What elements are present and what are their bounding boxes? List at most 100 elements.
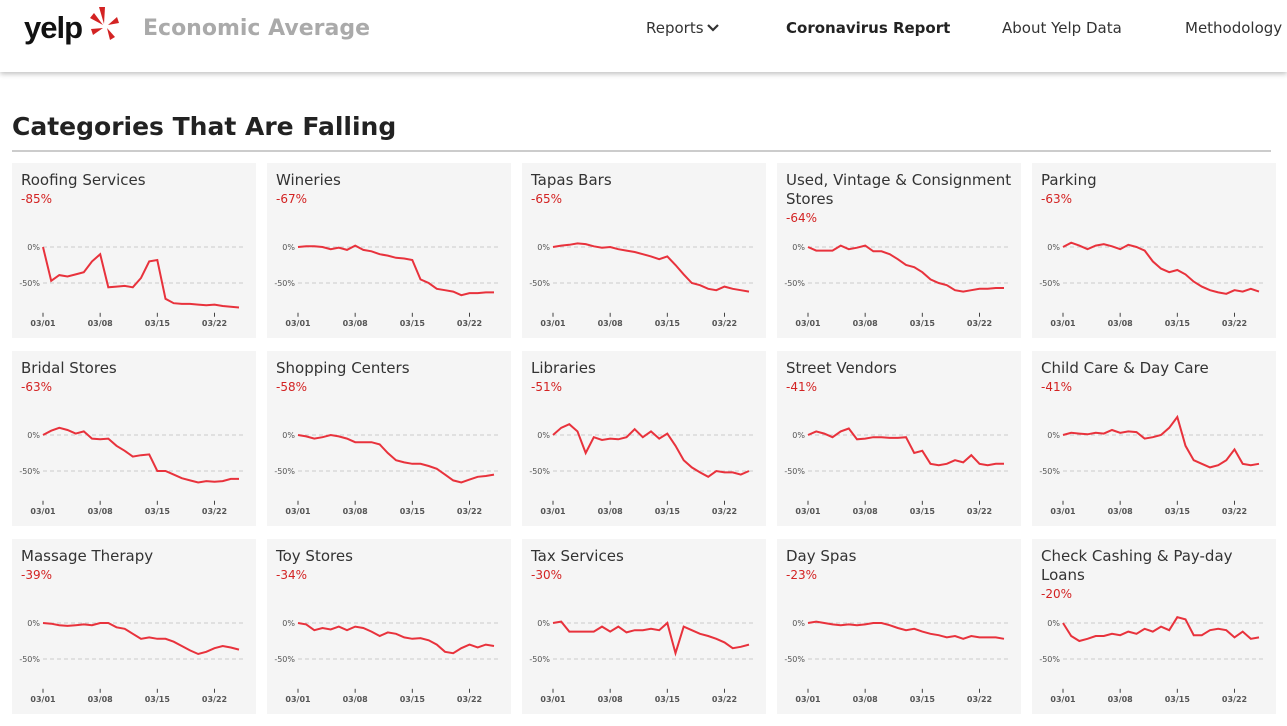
chart-card: Tax Services -30% 0% -50% 03/01 03/08 03/15 03/… (522, 539, 766, 714)
y-tick-label: -50% (19, 467, 40, 476)
nav-link[interactable]: Methodology (1185, 19, 1283, 37)
x-tick-label: 03/15 (655, 695, 681, 704)
x-tick-label: 03/01 (540, 695, 566, 704)
x-tick-label: 03/15 (1165, 695, 1191, 704)
y-tick-label: 0% (792, 243, 805, 252)
x-tick-label: 03/01 (285, 695, 311, 704)
section-title: Categories That Are Falling (12, 112, 397, 141)
x-tick-label: 03/15 (400, 319, 426, 328)
y-tick-label: 0% (792, 619, 805, 628)
data-line (297, 244, 494, 297)
x-tick-label: 03/01 (795, 319, 821, 328)
x-tick-label: 03/22 (202, 695, 227, 704)
data-line (42, 246, 240, 309)
x-tick-label: 03/15 (1165, 319, 1191, 328)
chart-card: Parking -63% 0% -50% 03/01 03/08 03/15 03/22 (1032, 163, 1276, 338)
x-tick-label: 03/22 (1222, 507, 1247, 516)
card-title: Bridal Stores (21, 359, 117, 377)
x-tick-label: 03/08 (343, 507, 369, 516)
card-change: -39% (21, 568, 53, 582)
x-tick-label: 03/22 (967, 319, 992, 328)
y-tick-label: 0% (282, 431, 295, 440)
x-tick-label: 03/01 (1050, 319, 1076, 328)
nav-link[interactable]: Coronavirus Report (786, 19, 951, 37)
logo-burst (90, 7, 119, 40)
header: yelp Economic Average Reports Coronaviru… (0, 0, 1287, 72)
card-change: -63% (21, 380, 53, 394)
card-change: -51% (531, 380, 563, 394)
y-tick-label: -50% (529, 467, 550, 476)
data-line (42, 622, 240, 656)
x-tick-label: 03/08 (853, 319, 879, 328)
card-title: Tapas Bars (531, 171, 612, 189)
data-line (42, 426, 239, 484)
nav-link[interactable]: About Yelp Data (1002, 19, 1122, 37)
chart-card: Toy Stores -34% 0% -50% 03/01 03/08 03/15 03/22 (267, 539, 511, 714)
card-change: -30% (531, 568, 563, 582)
y-tick-label: -50% (274, 467, 295, 476)
x-tick-label: 03/15 (910, 695, 936, 704)
card-change: -85% (21, 192, 53, 206)
y-tick-label: -50% (274, 279, 295, 288)
x-tick-label: 03/01 (285, 507, 311, 516)
card-change: -67% (276, 192, 308, 206)
card-title: Massage Therapy (21, 547, 154, 565)
data-line (1062, 616, 1260, 643)
mini-chart: 0% -50% 03/01 03/08 03/15 03/22 (274, 431, 498, 516)
mini-chart: 0% -50% 03/01 03/08 03/15 03/22 (529, 619, 753, 704)
chart-card: Massage Therapy -39% 0% -50% 03/01 03/08 03/15… (12, 539, 256, 714)
y-tick-label: 0% (27, 243, 40, 252)
x-tick-label: 03/15 (145, 319, 171, 328)
x-tick-label: 03/15 (655, 319, 681, 328)
x-tick-label: 03/08 (853, 695, 879, 704)
card-title: Parking (1041, 171, 1097, 189)
y-tick-label: -50% (1039, 279, 1060, 288)
card-title: Toy Stores (276, 547, 353, 565)
x-tick-label: 03/01 (795, 695, 821, 704)
data-line (1062, 414, 1260, 469)
x-tick-label: 03/15 (655, 507, 681, 516)
chart-card: Wineries -67% 0% -50% 03/01 03/08 03/15 03/22 (267, 163, 511, 338)
site-title: Economic Average (143, 16, 370, 41)
x-tick-label: 03/01 (1050, 695, 1076, 704)
y-tick-label: -50% (19, 655, 40, 664)
card-title: Day Spas (786, 547, 857, 565)
card-title: Shopping Centers (276, 359, 410, 377)
logo[interactable]: yelp (24, 10, 83, 45)
chart-card: Street Vendors -41% 0% -50% 03/01 03/08 03/15 0… (777, 351, 1021, 526)
y-tick-label: 0% (537, 431, 550, 440)
chart-card: Child Care & Day Care -41% 0% -50% 03/01 03/0… (1032, 351, 1276, 526)
card-change: -20% (1041, 587, 1073, 601)
data-line (807, 244, 1004, 293)
y-tick-label: 0% (1047, 431, 1060, 440)
x-tick-label: 03/01 (30, 695, 56, 704)
divider (12, 150, 1271, 152)
x-tick-label: 03/15 (400, 695, 426, 704)
card-title: Roofing Services (21, 171, 146, 189)
y-tick-label: -50% (784, 467, 805, 476)
x-tick-label: 03/22 (202, 507, 227, 516)
card-change: -64% (786, 211, 818, 225)
chart-card: Shopping Centers -58% 0% -50% 03/01 03/08 03/1… (267, 351, 511, 526)
mini-chart: 0% -50% 03/01 03/08 03/15 03/22 (19, 619, 243, 704)
mini-chart: 0% -50% 03/01 03/08 03/15 03/22 (1039, 414, 1263, 516)
card-title: Libraries (531, 359, 596, 377)
card-change: -58% (276, 380, 308, 394)
nav-link[interactable]: Reports (646, 19, 704, 37)
data-line (552, 423, 750, 478)
x-tick-label: 03/15 (145, 507, 171, 516)
mini-chart: 0% -50% 03/01 03/08 03/15 03/22 (274, 619, 498, 704)
x-tick-label: 03/22 (712, 507, 737, 516)
mini-chart: 0% -50% 03/01 03/08 03/15 03/22 (19, 426, 243, 516)
chevron-icon (707, 24, 719, 32)
y-tick-label: 0% (792, 431, 805, 440)
x-tick-label: 03/22 (202, 319, 227, 328)
data-line (297, 622, 495, 655)
card-change: -41% (786, 380, 818, 394)
data-line (1062, 241, 1260, 295)
x-tick-label: 03/08 (853, 507, 879, 516)
x-tick-label: 03/01 (30, 319, 56, 328)
card-title: Wineries (276, 171, 341, 189)
y-tick-label: -50% (529, 655, 550, 664)
x-tick-label: 03/01 (540, 507, 566, 516)
